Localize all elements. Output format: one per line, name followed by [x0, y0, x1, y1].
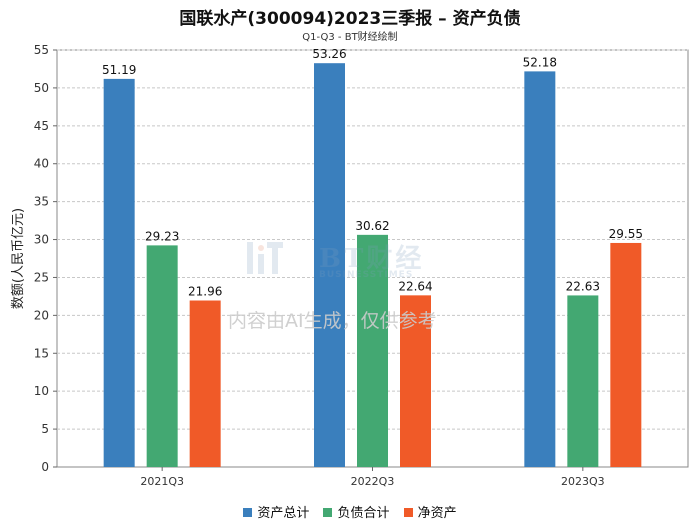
bar-2022Q3-1 — [357, 234, 388, 467]
y-axis-label: 数额(人民币亿元) — [11, 208, 26, 309]
legend-label-net-assets: 净资产 — [417, 506, 457, 521]
watermark-subtitle: BUSINESSTIMES — [319, 270, 414, 280]
bt-logo-icon — [247, 242, 283, 274]
data-label: 29.55 — [609, 227, 643, 241]
bar-2021Q3-1 — [146, 245, 178, 467]
watermark-title: BT财经 — [319, 244, 425, 274]
watermark-notice: 内容由AI生成，仅供参考 — [228, 310, 437, 332]
y-tick-label: 25 — [34, 270, 49, 284]
data-label: 22.63 — [566, 279, 600, 293]
x-tick-label: 2022Q3 — [351, 475, 395, 488]
bar-2022Q3-2 — [400, 295, 431, 467]
y-tick-label: 5 — [41, 422, 49, 436]
bar-chart: 0 5 10 15 20 25 30 35 40 45 50 55 数额(人民币亿元) 51.19 29.2… — [11, 43, 689, 488]
bar-2023Q3-2 — [610, 242, 642, 467]
data-label: 21.96 — [188, 285, 222, 299]
y-tick-label: 15 — [34, 346, 49, 360]
watermark-logo: BT财经 BUSINESSTIMES — [245, 238, 465, 284]
chart-subtitle: Q1-Q3 - BT财经绘制 — [302, 32, 398, 43]
legend-label-assets: 资产总计 — [257, 506, 310, 521]
legend-item-net-assets[interactable]: 净资产 — [403, 502, 457, 521]
y-tick-label: 30 — [34, 233, 49, 247]
chart-title: 国联水产(300094)2023三季报 – 资产负债 — [179, 9, 521, 29]
y-tick-label: 40 — [34, 157, 49, 171]
y-tick-label: 35 — [34, 195, 49, 209]
y-tick-label: 0 — [41, 460, 49, 474]
data-label: 29.23 — [145, 229, 179, 243]
data-label: 53.26 — [312, 47, 346, 61]
y-tick-label: 20 — [34, 308, 49, 322]
y-tick-label: 55 — [34, 43, 49, 57]
legend-swatch-net-assets — [403, 508, 413, 517]
bar-2021Q3-2 — [189, 300, 221, 467]
data-label: 22.64 — [398, 279, 432, 293]
legend-swatch-liabilities — [323, 508, 333, 517]
x-tick-label: 2021Q3 — [140, 475, 184, 488]
bar-2023Q3-0 — [524, 71, 556, 467]
chart-legend: 资产总计 负债合计 净资产 — [0, 502, 700, 521]
y-tick-label: 45 — [34, 119, 49, 133]
x-tick-label: 2023Q3 — [561, 475, 605, 488]
bar-2021Q3-0 — [103, 78, 135, 468]
data-label: 52.18 — [523, 55, 557, 69]
y-tick-label: 50 — [34, 81, 49, 95]
bar-2023Q3-1 — [567, 295, 599, 467]
legend-swatch-assets — [243, 508, 253, 517]
legend-item-liabilities[interactable]: 负债合计 — [323, 502, 390, 521]
data-label: 30.62 — [355, 219, 389, 233]
y-tick-label: 10 — [34, 384, 49, 398]
bar-2022Q3-0 — [314, 63, 345, 468]
legend-item-assets[interactable]: 资产总计 — [243, 502, 309, 521]
data-label: 51.19 — [102, 63, 136, 77]
legend-label-liabilities: 负债合计 — [337, 506, 390, 521]
